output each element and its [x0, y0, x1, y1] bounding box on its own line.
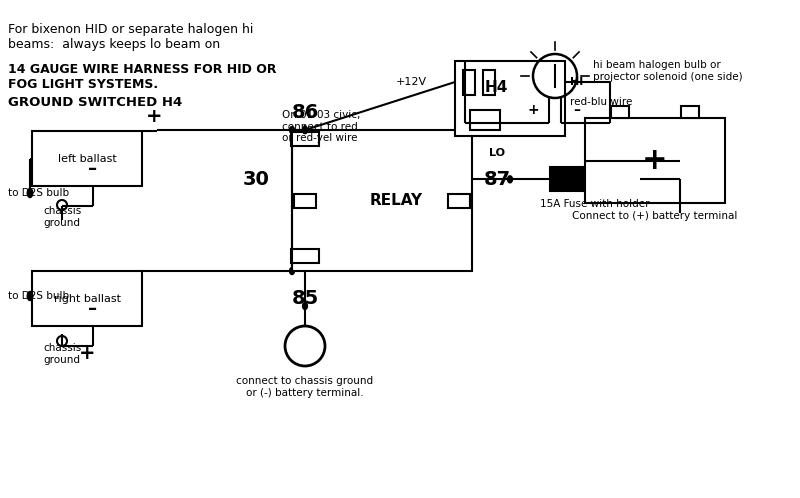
Bar — [291, 249, 319, 263]
Bar — [550, 167, 640, 191]
Bar — [585, 118, 725, 203]
Bar — [292, 130, 472, 271]
Text: chassis
ground: chassis ground — [43, 206, 81, 228]
Text: beams:  always keeps lo beam on: beams: always keeps lo beam on — [8, 38, 220, 51]
Ellipse shape — [302, 302, 307, 309]
Bar — [32, 271, 142, 326]
Text: 87: 87 — [484, 170, 511, 189]
Text: +: + — [146, 107, 162, 126]
Bar — [470, 110, 500, 130]
Text: left ballast: left ballast — [58, 153, 116, 163]
Text: LO: LO — [489, 148, 505, 158]
Text: to D2S bulb: to D2S bulb — [8, 291, 69, 301]
Ellipse shape — [27, 189, 33, 198]
Text: FOG LIGHT SYSTEMS.: FOG LIGHT SYSTEMS. — [8, 78, 158, 91]
Text: +: + — [642, 146, 668, 175]
Text: connect to chassis ground
or (-) battery terminal.: connect to chassis ground or (-) battery… — [237, 376, 374, 397]
Text: 14 GAUGE WIRE HARNESS FOR HID OR: 14 GAUGE WIRE HARNESS FOR HID OR — [8, 63, 277, 76]
Text: 15A Fuse with holder: 15A Fuse with holder — [540, 199, 650, 209]
Bar — [32, 131, 142, 186]
Text: +: + — [78, 344, 95, 363]
Text: chassis
ground: chassis ground — [43, 343, 81, 365]
Text: For bixenon HID or separate halogen hi: For bixenon HID or separate halogen hi — [8, 23, 254, 36]
Text: +12V: +12V — [396, 77, 427, 87]
Text: H4: H4 — [485, 80, 509, 95]
Text: HI: HI — [570, 77, 583, 87]
Bar — [681, 106, 699, 118]
Bar — [483, 70, 495, 95]
Text: On 01-03 civic,
connect to red
or red-yel wire: On 01-03 civic, connect to red or red-ye… — [282, 110, 360, 143]
Text: –: – — [88, 300, 97, 318]
Text: GROUND SWITCHED H4: GROUND SWITCHED H4 — [8, 96, 182, 109]
Ellipse shape — [27, 291, 33, 300]
Text: –: – — [574, 103, 581, 117]
Ellipse shape — [290, 126, 294, 133]
Bar — [294, 194, 316, 208]
Bar — [448, 194, 470, 208]
Bar — [291, 132, 319, 146]
Text: right ballast: right ballast — [54, 293, 121, 303]
Bar — [463, 70, 475, 95]
Text: hi beam halogen bulb or
projector solenoid (one side): hi beam halogen bulb or projector soleno… — [593, 60, 742, 82]
Ellipse shape — [507, 176, 513, 183]
Text: 30: 30 — [243, 170, 270, 189]
Ellipse shape — [302, 126, 307, 133]
Bar — [611, 106, 629, 118]
Text: 86: 86 — [291, 103, 318, 122]
Bar — [455, 61, 565, 136]
Text: +: + — [527, 103, 539, 117]
Text: 85: 85 — [291, 289, 318, 308]
Text: to D2S bulb: to D2S bulb — [8, 188, 69, 198]
Text: red-blu wire: red-blu wire — [570, 97, 632, 107]
Text: Connect to (+) battery terminal: Connect to (+) battery terminal — [572, 211, 738, 221]
Ellipse shape — [302, 126, 307, 133]
Ellipse shape — [290, 267, 294, 274]
Text: RELAY: RELAY — [370, 193, 423, 208]
Text: –: – — [88, 160, 97, 178]
